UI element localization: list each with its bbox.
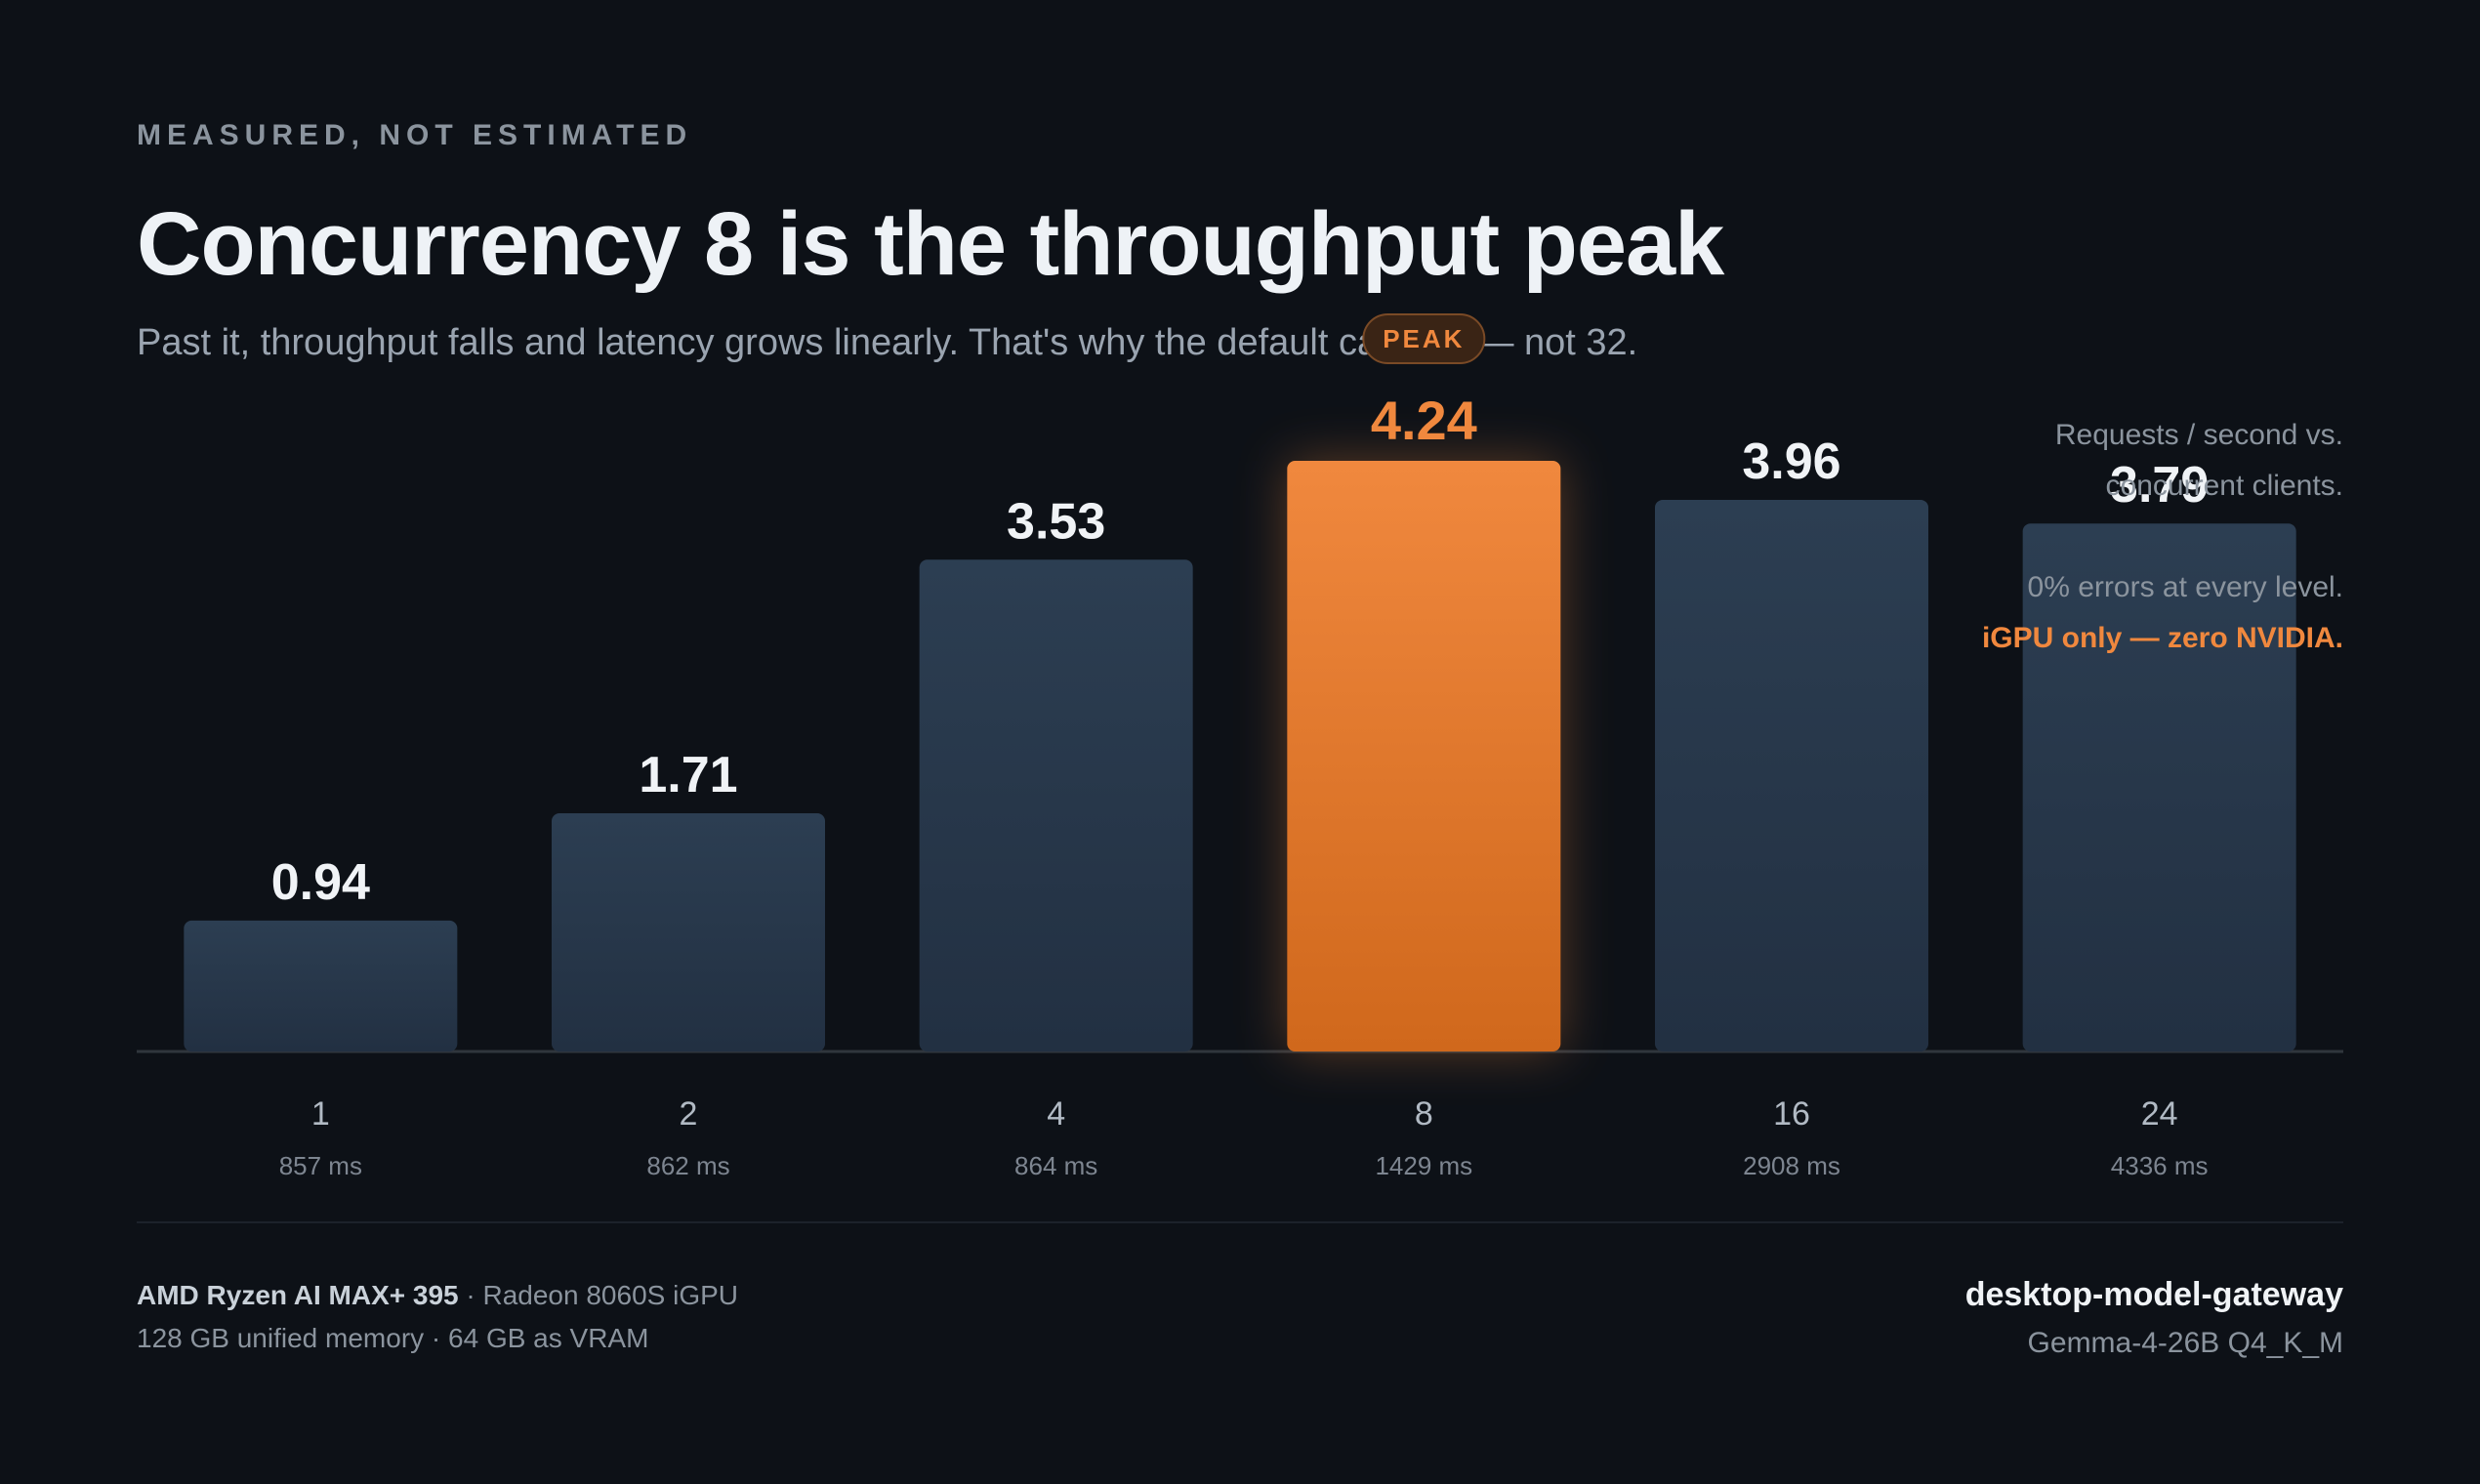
latency-label-16: 2908 ms <box>1743 1151 1840 1180</box>
chart-note-line-1: Requests / second vs. <box>2054 419 2343 451</box>
model-name: Gemma-4-26B Q4_K_M <box>2027 1327 2343 1359</box>
value-label-1: 0.94 <box>271 854 370 911</box>
chart-note-line-2: concurrent clients. <box>2105 470 2343 502</box>
latency-label-4: 864 ms <box>1014 1151 1097 1180</box>
bar-24 <box>2022 523 2296 1051</box>
bar-1 <box>184 920 458 1051</box>
brand-block: desktop-model-gateway Gemma-4-26B Q4_K_M <box>1965 1267 2343 1365</box>
x-tick-2: 2 <box>680 1095 698 1133</box>
x-tick-24: 24 <box>2141 1095 2178 1133</box>
value-label-8: 4.24 <box>1371 390 1477 451</box>
x-tick-4: 4 <box>1047 1095 1065 1133</box>
latency-label-2: 862 ms <box>646 1151 729 1180</box>
x-tick-1: 1 <box>311 1095 330 1133</box>
bar-chart: 0.94 1 857 ms 1.71 2 862 ms 3.53 4 864 ms 4.24 PEA… <box>137 313 2343 1180</box>
gpu-name: · Radeon 8060S iGPU <box>458 1280 738 1310</box>
value-label-4: 3.53 <box>1007 493 1105 550</box>
x-tick-16: 16 <box>1773 1095 1810 1133</box>
value-label-24: 3.79 <box>2110 457 2209 514</box>
value-label-2: 1.71 <box>639 747 737 804</box>
bar-8 <box>1287 461 1561 1051</box>
x-tick-8: 8 <box>1415 1095 1433 1133</box>
chart-note-igpu: iGPU only — zero NVIDIA. <box>1981 622 2343 654</box>
chart-note: Requests / second vs. concurrent clients… <box>1660 410 2343 664</box>
memory-info: 128 GB unified memory · 64 GB as VRAM <box>137 1323 649 1353</box>
cpu-name: AMD Ryzen AI MAX+ 395 <box>137 1280 459 1310</box>
latency-label-24: 4336 ms <box>2111 1151 2209 1180</box>
bar-4 <box>919 559 1193 1051</box>
hardware-info: AMD Ryzen AI MAX+ 395 · Radeon 8060S iGP… <box>137 1274 738 1360</box>
latency-label-8: 1429 ms <box>1375 1151 1472 1180</box>
bar-16 <box>1655 499 1928 1051</box>
page-title: Concurrency 8 is the throughput peak <box>137 194 1724 294</box>
footer-divider <box>137 1221 2343 1223</box>
chart-note-errors: 0% errors at every level. <box>2027 571 2343 603</box>
bar-2 <box>552 813 825 1051</box>
peak-badge <box>1362 313 1486 364</box>
product-name: desktop-model-gateway <box>1964 1276 2343 1313</box>
eyebrow-label: MEASURED, NOT ESTIMATED <box>137 119 693 151</box>
latency-label-1: 857 ms <box>279 1151 362 1180</box>
value-label-16: 3.96 <box>1742 433 1840 490</box>
peak-badge-label: PEAK <box>1383 324 1465 353</box>
